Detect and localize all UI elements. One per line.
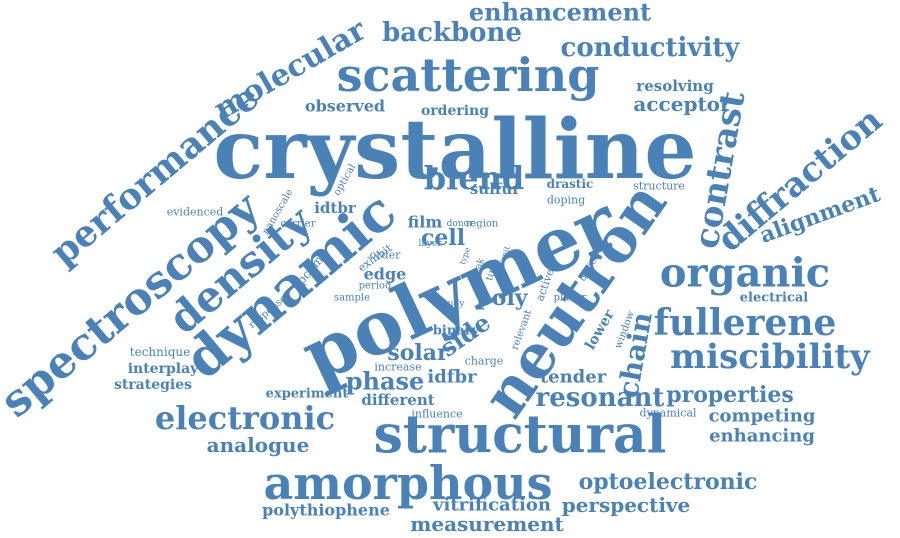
word-acceptor: acceptor (633, 92, 731, 116)
word-amorphous: amorphous (263, 456, 552, 510)
word-cell: cell (421, 225, 465, 251)
word-organic: organic (660, 250, 830, 297)
word-sulfur: sulfur (470, 180, 521, 198)
word-resolving: resolving (636, 77, 714, 95)
word-electrical: electrical (740, 291, 809, 306)
word-perspective: perspective (562, 493, 691, 517)
word-interplay: interplay (128, 361, 199, 377)
word-observed: observed (305, 97, 385, 116)
word-film: film (408, 213, 443, 232)
word-analogue: analogue (207, 433, 310, 457)
word-structural: structural (374, 405, 667, 466)
word-backbone: backbone (382, 18, 522, 48)
word-planar: planar (554, 293, 587, 304)
word-blend: blend (424, 159, 525, 197)
word-different: different (361, 391, 434, 409)
word-structure: structure (633, 180, 685, 193)
word-competing: competing (709, 406, 816, 427)
word-idtbr: idtbr (314, 199, 357, 217)
word-technique: technique (130, 345, 190, 359)
word-edge: edge (364, 265, 407, 284)
word-experiment: experiment (266, 387, 349, 402)
word-donor: donor (447, 219, 474, 229)
word-electronic: electronic (155, 399, 335, 437)
word-enhancement: enhancement (469, 0, 651, 27)
word-conductivity: conductivity (561, 33, 741, 63)
word-solar: solar (387, 340, 449, 366)
word-optoelectronic: optoelectronic (579, 469, 758, 495)
word-dynamical: dynamical (639, 407, 697, 420)
word-tender: tender (540, 367, 607, 388)
word-enhancing: enhancing (709, 426, 815, 447)
word-layer: layer (419, 239, 443, 249)
word-evidenced: evidenced (167, 206, 224, 219)
word-measurement: measurement (410, 512, 564, 536)
word-carrier: carrier (280, 219, 315, 230)
word-increase: increase (374, 361, 421, 374)
word-sample: sample (334, 293, 370, 304)
word-influence: influence (411, 408, 462, 421)
word-properties: properties (666, 382, 794, 408)
word-idfbr: idfbr (427, 367, 477, 388)
word-scattering: scattering (337, 48, 600, 102)
word-poly: poly (476, 285, 528, 311)
word-phase: phase (346, 367, 425, 396)
word-ordering: ordering (421, 103, 489, 119)
word-strategies: strategies (114, 377, 192, 393)
word-charge: charge (465, 355, 504, 368)
word-vitrification: vitrification (432, 495, 551, 516)
word-doping: doping (547, 194, 585, 207)
word-fullerene: fullerene (654, 302, 837, 344)
word-binary: binary (433, 324, 480, 339)
word-crystalline: crystalline (213, 102, 696, 198)
word-resonant: resonant (536, 383, 665, 413)
word-drastic: drastic (547, 177, 594, 191)
word-period: period (359, 281, 392, 292)
word-study: study (440, 299, 466, 309)
word-miscibility: miscibility (670, 337, 871, 377)
word-region: region (466, 219, 499, 230)
word-polythiophene: polythiophene (262, 501, 390, 520)
word-order: order (370, 249, 401, 262)
